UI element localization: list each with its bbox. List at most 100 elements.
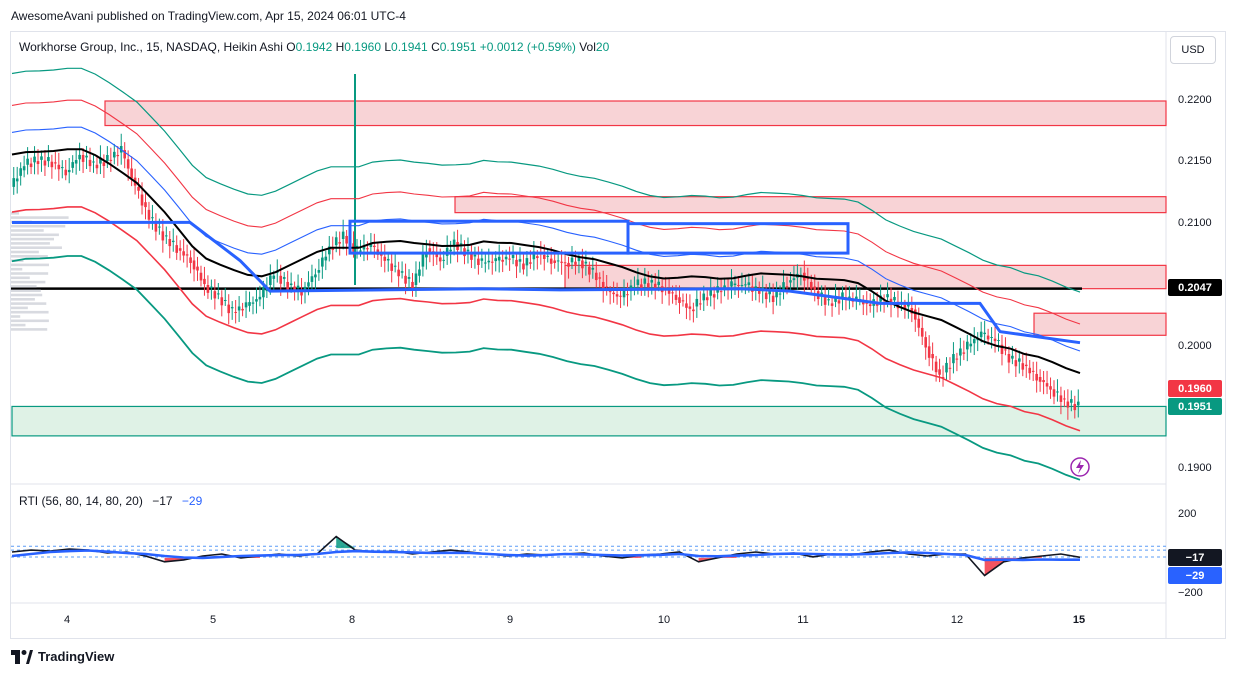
- candle-body: [1035, 373, 1038, 381]
- candle-body: [1073, 403, 1077, 411]
- candle-body: [657, 281, 660, 285]
- candle-body: [567, 262, 570, 267]
- candle-body: [633, 286, 636, 289]
- candle-body: [29, 163, 33, 168]
- candle-body: [1052, 389, 1056, 397]
- range-box: [626, 222, 850, 255]
- candle-body: [855, 296, 858, 300]
- symbol-name[interactable]: Workhorse Group, Inc., 15, NASDAQ, Heiki…: [19, 40, 283, 54]
- candle-body: [986, 335, 990, 340]
- candle-body: [112, 151, 116, 158]
- candle-body: [1063, 398, 1066, 400]
- candle-body: [151, 217, 154, 219]
- candle-body: [549, 258, 553, 264]
- candle-body: [643, 278, 647, 284]
- candle-body: [941, 377, 945, 378]
- candle-body: [241, 308, 244, 311]
- rti-legend: RTI (56, 80, 14, 80, 20) −17 −29: [19, 494, 202, 508]
- candle-body: [1014, 360, 1018, 367]
- candle-body: [223, 299, 227, 301]
- supply-zone: [454, 196, 1167, 214]
- candle-body: [314, 274, 317, 278]
- chart-frame[interactable]: [10, 31, 1226, 639]
- candle-body: [636, 279, 640, 285]
- candle-body: [730, 281, 733, 287]
- candle-body: [144, 202, 147, 208]
- candle-body: [438, 257, 442, 262]
- tradingview-brand[interactable]: TradingView: [11, 649, 114, 664]
- volume-profile-bar: [11, 263, 49, 267]
- volume-profile-bar: [11, 272, 49, 275]
- candle-body: [678, 297, 681, 303]
- candle-body: [931, 354, 934, 359]
- candle-body: [99, 157, 102, 164]
- candle-body: [574, 261, 577, 265]
- candle-body: [934, 361, 938, 373]
- candle-body: [556, 260, 560, 262]
- candle-body: [809, 281, 813, 289]
- candle-body: [192, 260, 196, 270]
- candle-body: [962, 352, 966, 354]
- candle-body: [865, 302, 869, 304]
- rti-fill-overbought: [336, 536, 356, 549]
- candle-body: [518, 259, 522, 262]
- candle-body: [95, 164, 99, 169]
- candle-body: [913, 309, 917, 320]
- candle-body: [785, 286, 789, 288]
- price-tick: 0.2150: [1178, 155, 1212, 167]
- rti-label[interactable]: RTI (56, 80, 14, 80, 20): [19, 494, 143, 508]
- candle-body: [605, 286, 608, 288]
- candle-body: [955, 358, 959, 360]
- volume-profile-bar: [11, 315, 21, 318]
- candle-body: [861, 301, 865, 305]
- candle-body: [390, 263, 393, 271]
- candle-body: [920, 327, 924, 337]
- candle-body: [948, 367, 952, 369]
- candle-body: [997, 340, 1000, 342]
- candle-body: [667, 289, 671, 294]
- currency-button[interactable]: USD: [1170, 36, 1216, 64]
- candle-body: [581, 260, 584, 269]
- candle-body: [952, 354, 955, 364]
- volume-profile-bar: [11, 319, 49, 323]
- candle-body: [470, 254, 473, 260]
- candle-body: [983, 332, 986, 335]
- candle-body: [1042, 380, 1045, 383]
- candle-body: [778, 293, 782, 295]
- candle-body: [199, 272, 203, 281]
- volume-profile-bar: [11, 285, 37, 288]
- time-tick: 4: [63, 614, 71, 626]
- candle-body: [1031, 370, 1035, 372]
- supply-zone: [1033, 312, 1167, 336]
- candle-body: [272, 275, 276, 279]
- candle-body: [355, 245, 359, 247]
- candle-body: [768, 290, 771, 295]
- candle-body: [251, 302, 255, 304]
- candle-body: [43, 160, 47, 166]
- candle-body: [248, 302, 251, 306]
- candle-body: [303, 286, 307, 292]
- candle-body: [511, 255, 515, 259]
- candle-body: [452, 239, 456, 247]
- candle-body: [764, 292, 768, 300]
- volume-profile-bar: [11, 216, 69, 219]
- volume-profile-bar: [11, 293, 43, 297]
- candle-body: [289, 283, 293, 285]
- price-tick: 0.2000: [1178, 340, 1212, 352]
- candle-body: [397, 269, 400, 277]
- candle-body: [407, 277, 411, 279]
- candle-body: [529, 262, 532, 264]
- candle-body: [712, 294, 716, 298]
- lightning-icon[interactable]: [1070, 457, 1090, 477]
- candle-body: [674, 294, 678, 300]
- candle-body: [334, 237, 338, 246]
- candle-body: [116, 154, 120, 157]
- candle-body: [501, 259, 504, 262]
- candle-body: [473, 254, 477, 257]
- candle-body: [109, 159, 113, 161]
- candle-body: [1059, 395, 1063, 402]
- candle-body: [969, 343, 973, 347]
- candle-body: [88, 159, 92, 167]
- candle-body: [404, 275, 407, 284]
